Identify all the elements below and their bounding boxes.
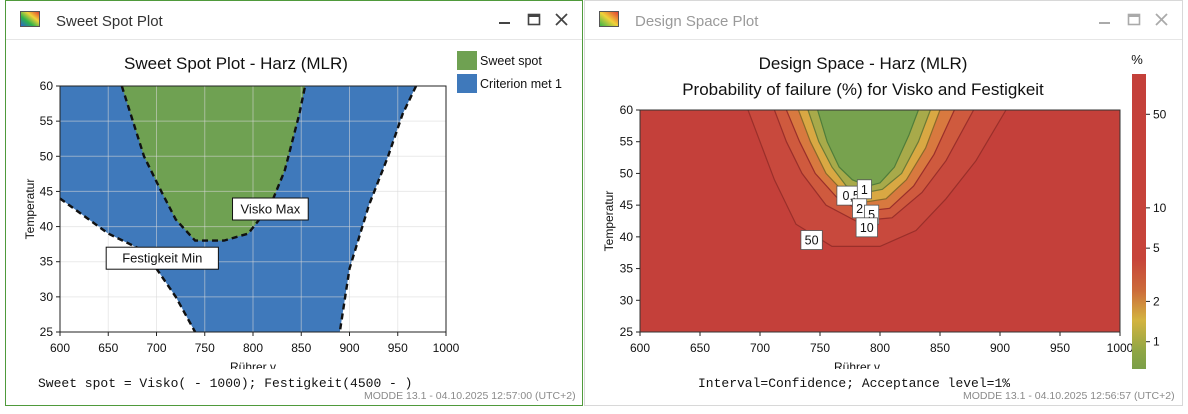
legend-swatch-criterion-met-1: [457, 74, 477, 93]
y-tick-label: 50: [40, 149, 54, 163]
legend-swatch-sweet-spot: [457, 51, 477, 70]
colorbar-tick-label: 2: [1153, 294, 1160, 308]
annotation-box-visko-max: [232, 197, 309, 221]
y-tick-label: 30: [620, 293, 634, 307]
y-tick-label: 55: [620, 135, 634, 149]
design-space-settings-text: Interval=Confidence; Acceptance level=1%: [698, 376, 1011, 391]
x-axis-label: Rührer v: [834, 360, 880, 369]
close-icon[interactable]: [1150, 9, 1174, 31]
probability-band-0-5: [817, 110, 919, 187]
colorbar: [1132, 74, 1146, 369]
y-axis-label: Temperatur: [602, 191, 616, 252]
annotation-visko-max: Visko Max: [241, 202, 301, 217]
x-axis-label: Rührer v: [230, 360, 276, 369]
y-axis-label: Temperatur: [23, 179, 37, 240]
maximize-icon[interactable]: [1122, 9, 1146, 31]
x-tick-label: 900: [339, 341, 359, 355]
colorbar-tick-label: 1: [1153, 335, 1160, 349]
window-title: Design Space Plot: [635, 13, 759, 30]
x-tick-label: 1000: [433, 341, 460, 355]
x-tick-label: 950: [388, 341, 408, 355]
sweet-spot-window: Sweet Spot Plot Sweet Spot Plot - Harz (…: [5, 0, 583, 406]
contour-label: 5: [868, 208, 875, 222]
y-tick-label: 45: [40, 184, 54, 198]
chart-title: Design Space - Harz (MLR): [759, 54, 968, 73]
sweet-spot-titlebar[interactable]: Sweet Spot Plot: [6, 1, 582, 40]
legend-label-sweet-spot: Sweet spot: [480, 54, 542, 68]
maximize-icon[interactable]: [522, 9, 546, 31]
x-tick-label: 850: [291, 341, 311, 355]
version-timestamp: MODDE 13.1 - 04.10.2025 12:57:00 (UTC+2): [364, 390, 576, 402]
chart-subtitle: Probability of failure (%) for Visko and…: [682, 80, 1044, 99]
rainbow-plot-icon: [20, 11, 40, 27]
contour-label: 1: [861, 183, 868, 197]
x-tick-label: 600: [50, 341, 70, 355]
design-space-window: Design Space Plot Design Space - Harz (M…: [584, 0, 1183, 406]
y-tick-label: 55: [40, 114, 54, 128]
y-tick-label: 60: [620, 103, 634, 117]
design-space-plot: Design Space - Harz (MLR) Probability of…: [602, 52, 1167, 369]
rainbow-plot-icon: [599, 11, 619, 27]
colorbar-tick-label: 50: [1153, 107, 1167, 121]
colorbar-tick-label: 10: [1153, 201, 1167, 215]
y-tick-label: 25: [40, 325, 54, 339]
contour-label: 50: [805, 234, 819, 248]
x-tick-label: 650: [98, 341, 118, 355]
window-title: Sweet Spot Plot: [56, 13, 163, 30]
window-controls: [493, 9, 574, 31]
y-tick-label: 40: [40, 220, 54, 234]
x-tick-label: 950: [1050, 341, 1070, 355]
x-tick-label: 1000: [1107, 341, 1134, 355]
colorbar-unit: %: [1131, 52, 1143, 67]
x-tick-label: 850: [930, 341, 950, 355]
contour-line-50: [747, 109, 1007, 247]
legend-label-criterion-met-1: Criterion met 1: [480, 77, 562, 91]
x-tick-label: 900: [990, 341, 1010, 355]
contour-label: 2: [856, 202, 863, 216]
x-tick-label: 700: [146, 341, 166, 355]
x-tick-label: 800: [243, 341, 263, 355]
colorbar-tick-label: 5: [1153, 241, 1160, 255]
minimize-icon[interactable]: [1093, 9, 1117, 31]
y-tick-label: 30: [40, 290, 54, 304]
x-tick-label: 800: [870, 341, 890, 355]
y-tick-label: 35: [620, 262, 634, 276]
minimize-icon[interactable]: [493, 9, 517, 31]
annotation-box-festigkeit-min: [105, 246, 219, 270]
y-tick-label: 60: [40, 79, 54, 93]
sweet-spot-plot: Sweet Spot Plot - Harz (MLR) 600 650 700 75…: [23, 51, 562, 369]
x-tick-label: 650: [690, 341, 710, 355]
annotation-festigkeit-min: Festigkeit Min: [122, 251, 202, 266]
sweet-spot-criteria-text: Sweet spot = Visko( - 1000); Festigkeit(…: [38, 376, 413, 391]
x-tick-label: 700: [750, 341, 770, 355]
boundary-festigkeit-min-upper: [338, 85, 418, 333]
y-tick-label: 35: [40, 255, 54, 269]
contour-label-box: [800, 230, 823, 250]
y-tick-label: 45: [620, 198, 634, 212]
x-tick-label: 600: [630, 341, 650, 355]
y-tick-label: 50: [620, 166, 634, 180]
boundary-visko-max: [120, 85, 307, 242]
y-tick-label: 40: [620, 230, 634, 244]
design-space-titlebar[interactable]: Design Space Plot: [585, 1, 1182, 40]
close-icon[interactable]: [550, 9, 574, 31]
contour-label: 10: [860, 221, 874, 235]
window-controls: [1093, 9, 1174, 31]
chart-title: Sweet Spot Plot - Harz (MLR): [124, 54, 348, 73]
y-tick-label: 25: [620, 325, 634, 339]
x-tick-label: 750: [810, 341, 830, 355]
contour-label-box: [855, 217, 878, 238]
version-timestamp: MODDE 13.1 - 04.10.2025 12:56:57 (UTC+2): [963, 390, 1175, 402]
x-tick-label: 750: [195, 341, 215, 355]
